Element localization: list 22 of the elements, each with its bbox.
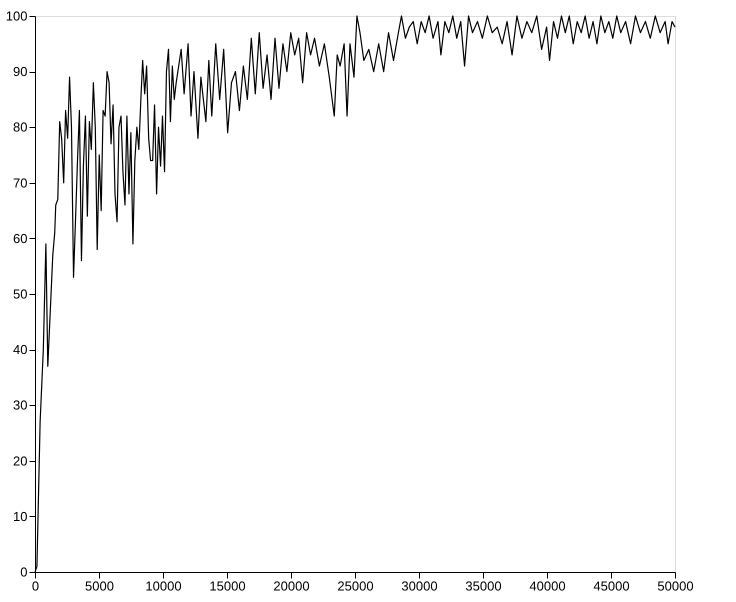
x-tick-label: 35000	[465, 578, 502, 594]
y-tick-label: 20	[13, 453, 28, 468]
x-tick-label: 5000	[85, 578, 114, 594]
x-tick-label: 50000	[657, 578, 694, 594]
y-tick-label: 10	[13, 508, 28, 524]
x-tick-label: 20000	[273, 578, 310, 594]
y-tick-label: 40	[13, 342, 28, 358]
y-tick-label: 60	[13, 230, 28, 246]
y-tick-label: 70	[13, 175, 28, 190]
x-tick-label: 30000	[401, 578, 438, 594]
y-tick-label: 100	[6, 8, 28, 24]
x-tick-label: 45000	[593, 578, 630, 594]
x-tick-label: 40000	[529, 578, 566, 594]
y-tick-label: 30	[13, 398, 28, 413]
x-tick-label: 0	[32, 578, 40, 594]
x-tick-label: 15000	[209, 578, 246, 594]
y-tick-label: 80	[13, 120, 28, 135]
x-tick-label: 25000	[337, 578, 374, 594]
y-tick-label: 0	[20, 564, 28, 580]
x-tick-label: 10000	[145, 578, 182, 594]
y-tick-label: 90	[13, 64, 28, 80]
y-tick-label: 50	[13, 286, 28, 302]
